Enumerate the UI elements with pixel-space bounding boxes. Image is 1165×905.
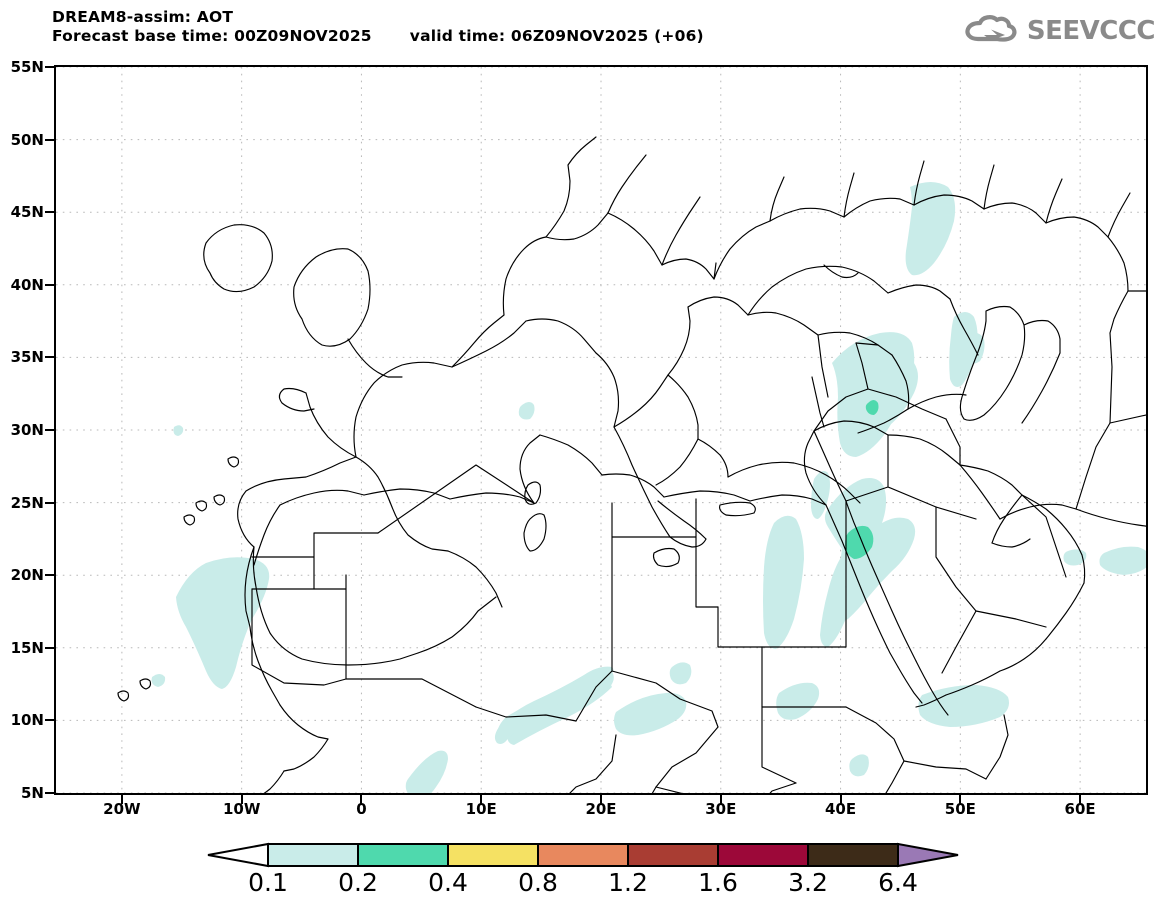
colorbar-segment-high bbox=[897, 842, 959, 868]
x-axis-tick bbox=[240, 795, 243, 804]
y-axis-tick bbox=[45, 138, 54, 141]
y-axis-tick bbox=[45, 719, 54, 722]
cloud-arrow-icon bbox=[965, 15, 1017, 42]
colorbar-swatches bbox=[207, 842, 959, 868]
colorbar-tick-label: 0.1 bbox=[248, 868, 288, 897]
y-axis-tick bbox=[45, 356, 54, 359]
x-axis-tick bbox=[480, 795, 483, 804]
x-axis-tick bbox=[600, 795, 602, 804]
colorbar-tick-label: 6.4 bbox=[878, 868, 918, 897]
base-time-value: 00Z09NOV2025 bbox=[234, 27, 372, 45]
x-axis-tick bbox=[1079, 795, 1082, 804]
y-axis-label: 20N bbox=[10, 566, 44, 585]
x-axis-label: 0 bbox=[356, 800, 367, 818]
y-axis-label: 45N bbox=[10, 203, 44, 222]
x-axis-label: 20W bbox=[103, 800, 141, 818]
y-axis-tick bbox=[45, 66, 54, 68]
colorbar-segment bbox=[357, 843, 449, 867]
x-axis-tick bbox=[959, 795, 962, 804]
colorbar-segment-low bbox=[207, 842, 269, 868]
valid-time-value: 06Z09NOV2025 (+06) bbox=[510, 27, 704, 45]
y-axis-label: 40N bbox=[10, 275, 44, 294]
colorbar-tick-label: 3.2 bbox=[788, 868, 828, 897]
header: DREAM8-assim: AOT Forecast base time: 00… bbox=[52, 8, 992, 46]
model-title: DREAM8-assim: AOT bbox=[52, 8, 234, 26]
y-axis-label: 15N bbox=[10, 638, 44, 657]
y-axis-tick bbox=[45, 501, 54, 504]
colorbar-tick-label: 1.6 bbox=[698, 868, 738, 897]
colorbar-tick-label: 1.2 bbox=[608, 868, 648, 897]
x-axis-label: 40E bbox=[824, 800, 857, 818]
colorbar-segment bbox=[717, 843, 809, 867]
seevccc-logo: SEEVCCC bbox=[964, 14, 1156, 48]
y-axis-label: 10N bbox=[10, 711, 44, 730]
x-axis-label: 50E bbox=[944, 800, 976, 818]
colorbar-tick-label: 0.4 bbox=[428, 868, 468, 897]
colorbar-segment bbox=[807, 843, 899, 867]
y-axis-tick bbox=[45, 646, 54, 649]
x-axis-label: 10E bbox=[465, 800, 497, 818]
base-time-label: Forecast base time: bbox=[52, 27, 229, 45]
x-axis-tick bbox=[719, 795, 722, 804]
y-axis-tick bbox=[45, 792, 54, 794]
y-axis-label: 5N bbox=[21, 784, 44, 802]
y-axis-tick bbox=[45, 574, 54, 577]
colorbar-segment bbox=[447, 843, 539, 867]
y-axis-tick bbox=[45, 211, 54, 214]
y-axis-label: 35N bbox=[10, 348, 44, 367]
colorbar-tick-label: 0.2 bbox=[338, 868, 378, 897]
y-axis-label: 30N bbox=[10, 421, 44, 439]
x-axis-label: 60E bbox=[1064, 800, 1096, 818]
x-axis-tick bbox=[360, 795, 363, 804]
y-axis-label: 55N bbox=[10, 58, 44, 76]
colorbar-segment bbox=[267, 843, 359, 867]
y-axis-tick bbox=[45, 429, 54, 431]
colorbar: 0.1 0.2 0.4 0.8 1.2 1.6 3.2 6.4 bbox=[0, 838, 1165, 905]
x-axis-tick bbox=[839, 795, 842, 804]
x-axis-label: 20E bbox=[585, 800, 617, 818]
x-axis-label: 30E bbox=[705, 800, 737, 818]
colorbar-tick-label: 0.8 bbox=[518, 868, 558, 897]
aot-map bbox=[56, 67, 1146, 793]
map-plot-area[interactable] bbox=[54, 65, 1148, 795]
coastlines-and-borders bbox=[117, 136, 1146, 793]
time-subtitle: Forecast base time: 00Z09NOV2025 valid ti… bbox=[52, 27, 992, 46]
y-axis-tick bbox=[45, 283, 54, 286]
y-axis-label: 25N bbox=[10, 493, 44, 512]
aot-contours-level-0.2 bbox=[845, 400, 879, 559]
logo-text: SEEVCCC bbox=[1026, 16, 1156, 46]
x-axis-label: 10W bbox=[222, 800, 261, 818]
valid-time-label: valid time: bbox=[409, 27, 506, 45]
colorbar-segment bbox=[627, 843, 719, 867]
x-axis-tick bbox=[120, 795, 123, 804]
colorbar-segment bbox=[537, 843, 629, 867]
y-axis-label: 50N bbox=[10, 130, 44, 149]
aot-contours-level-0.1 bbox=[151, 182, 1146, 793]
